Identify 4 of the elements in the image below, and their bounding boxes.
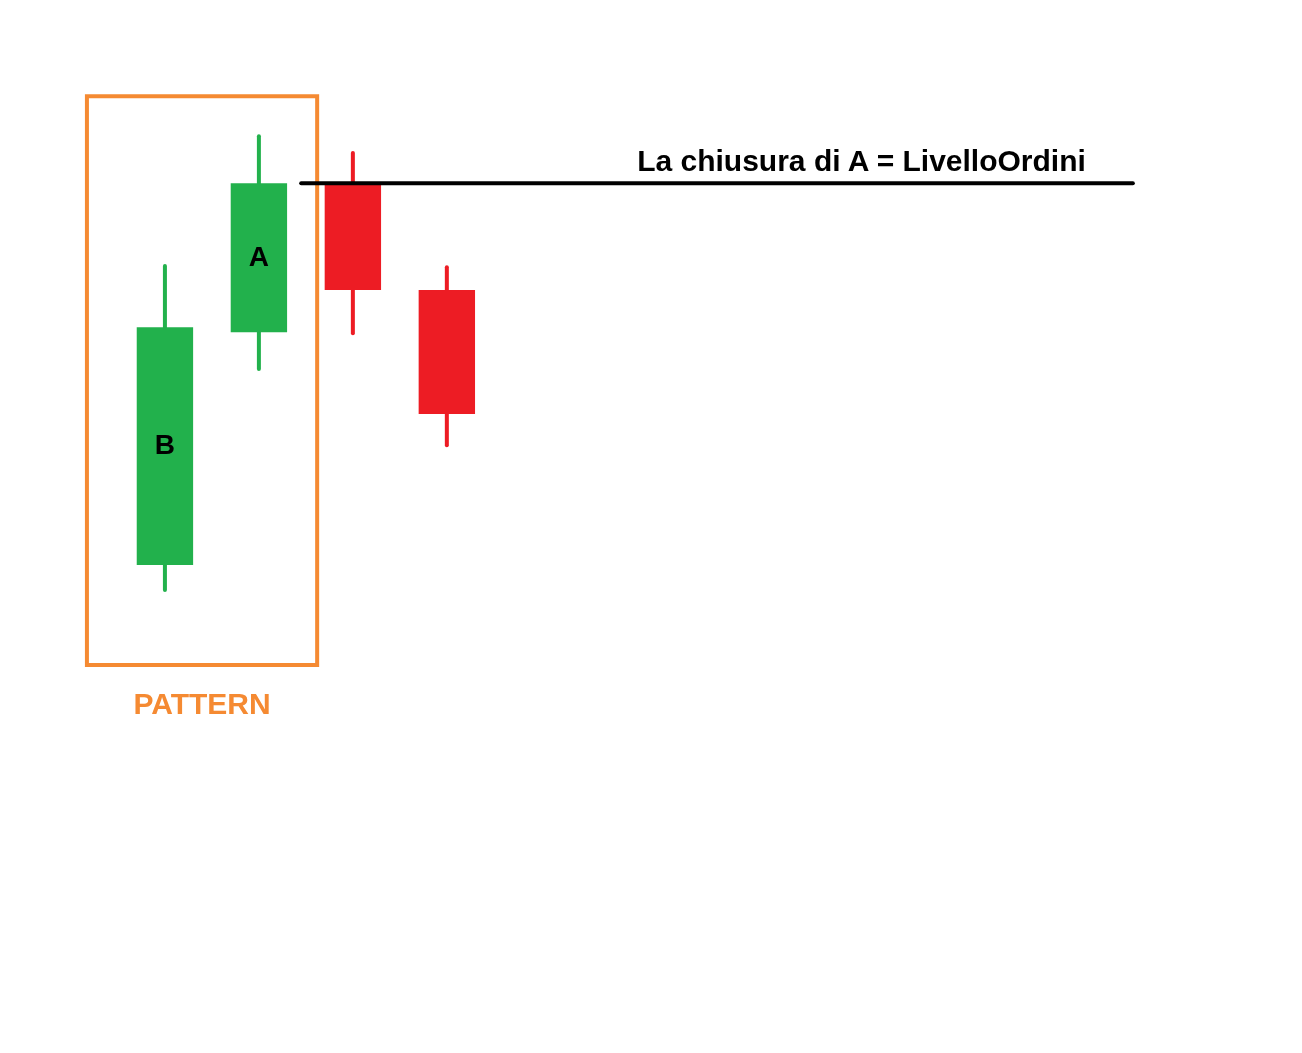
text: PATTERN bbox=[133, 686, 271, 720]
ref-line-label: La chiusura di A = LivelloOrdini bbox=[637, 144, 1086, 178]
x-tick-label: A bbox=[248, 240, 270, 272]
x-tick-label: B bbox=[154, 429, 176, 461]
